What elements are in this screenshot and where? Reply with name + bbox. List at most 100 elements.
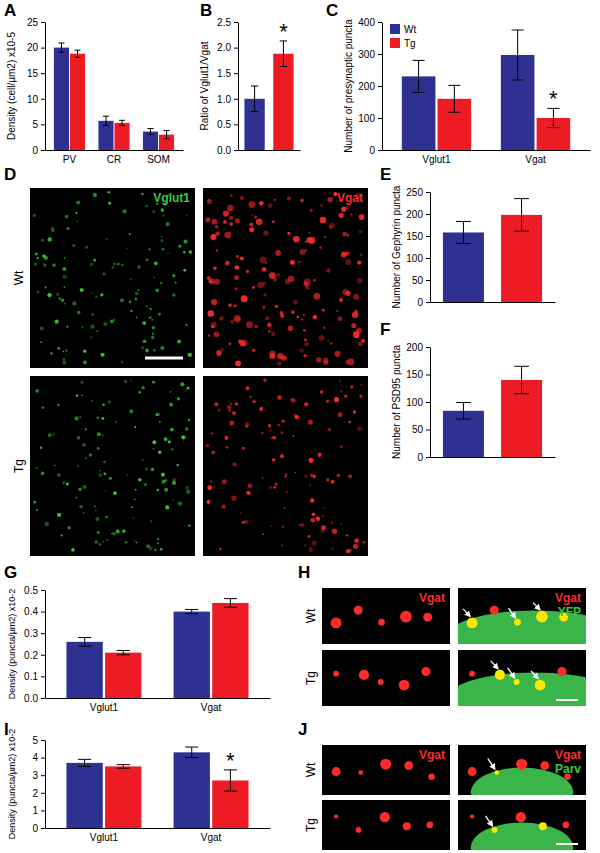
error-bar	[512, 30, 524, 80]
y-tick-label: 4	[32, 752, 38, 763]
image-speck	[291, 398, 296, 403]
image-speck	[346, 206, 349, 209]
image-speck	[186, 324, 188, 326]
image-speck	[146, 305, 148, 307]
image-speck	[61, 534, 63, 536]
image-speck	[221, 348, 223, 350]
image-speck	[282, 420, 285, 423]
image-speck	[346, 234, 349, 237]
image-speck	[45, 522, 49, 526]
micrograph	[458, 800, 586, 850]
y-tick-label: 300	[358, 49, 375, 60]
puncta	[492, 827, 498, 833]
puncta	[469, 671, 475, 677]
arrow	[508, 608, 515, 618]
image-speck	[138, 391, 141, 394]
image-speck	[225, 261, 230, 266]
x-tick: CR	[107, 154, 121, 165]
image-speck	[185, 427, 189, 431]
image-speck	[322, 514, 324, 516]
y-axis-title: Density (cell/µm2) x10-5	[6, 32, 17, 140]
image-speck	[80, 381, 83, 384]
image-speck	[271, 332, 275, 336]
y-tick-mark	[41, 698, 45, 699]
puncta	[399, 680, 410, 691]
y-tick: 100	[406, 253, 430, 264]
image-speck	[106, 238, 108, 240]
image-speck	[205, 444, 209, 448]
image-speck	[281, 544, 284, 547]
y-tick: 20	[27, 42, 45, 53]
panel-letter: J	[298, 720, 307, 739]
image-speck	[178, 501, 182, 505]
image-speck	[145, 467, 148, 470]
image-background	[322, 800, 450, 850]
puncta	[356, 827, 362, 833]
image-speck	[300, 199, 304, 203]
image-speck	[235, 361, 241, 367]
error-bar-cap	[456, 419, 471, 420]
image-speck	[47, 293, 51, 297]
y-tick-mark	[41, 150, 45, 151]
image-speck	[332, 529, 337, 534]
image-speck	[110, 319, 114, 323]
image-speck	[310, 209, 313, 212]
error-bar-cap	[78, 646, 91, 647]
x-tick-label: Vgat	[201, 702, 222, 713]
image-speck	[210, 480, 212, 482]
image-speck	[169, 391, 171, 393]
image-speck	[125, 541, 128, 544]
x-tick: Vgat	[201, 832, 222, 843]
image-speck	[122, 209, 126, 213]
bar	[66, 763, 102, 828]
image-speck	[239, 340, 245, 346]
y-tick-label: 0	[417, 297, 423, 308]
bar	[105, 766, 141, 828]
micrograph	[203, 376, 368, 556]
image-speck	[228, 303, 232, 307]
image-speck	[109, 477, 112, 480]
x-tick: Vglut1	[90, 832, 119, 843]
image-speck	[303, 354, 306, 357]
image-speck	[269, 353, 275, 359]
row-label: Tg	[12, 459, 26, 473]
y-tick-label: 5	[32, 735, 38, 746]
image-speck	[295, 472, 297, 474]
y-tick-mark	[41, 775, 45, 776]
image-speck	[126, 247, 128, 249]
x-axis: Vglut1Vgat	[46, 699, 271, 714]
image-speck	[347, 359, 354, 366]
image-speck	[67, 227, 70, 230]
image-speck	[262, 477, 264, 479]
image-speck	[262, 267, 266, 271]
image-speck	[80, 288, 84, 292]
image-speck	[218, 409, 221, 412]
image-speck	[65, 215, 69, 219]
image-speck	[304, 249, 306, 251]
y-tick-label: 3	[32, 770, 38, 781]
image-speck	[40, 447, 42, 449]
puncta	[470, 814, 474, 818]
image-speck	[34, 262, 37, 265]
error-bar-cap	[78, 637, 91, 638]
image-speck	[33, 501, 36, 504]
image-speck	[100, 293, 103, 296]
x-axis-line	[383, 150, 591, 151]
error-bar-stem	[418, 60, 419, 92]
image-speck	[155, 289, 159, 293]
image-speck	[102, 403, 105, 406]
image-speck	[339, 380, 341, 382]
image-speck	[331, 522, 333, 524]
image-speck	[248, 492, 251, 495]
y-axis-line	[430, 348, 431, 458]
image-speck	[151, 468, 154, 471]
image-speck	[108, 191, 111, 194]
image-speck	[153, 349, 156, 352]
image-speck	[183, 251, 186, 254]
error-bar-cap	[58, 42, 64, 43]
image-speck	[97, 447, 100, 450]
image-speck	[113, 532, 117, 536]
image-speck	[339, 298, 343, 302]
plot-area	[402, 30, 570, 150]
arrow	[463, 609, 470, 617]
